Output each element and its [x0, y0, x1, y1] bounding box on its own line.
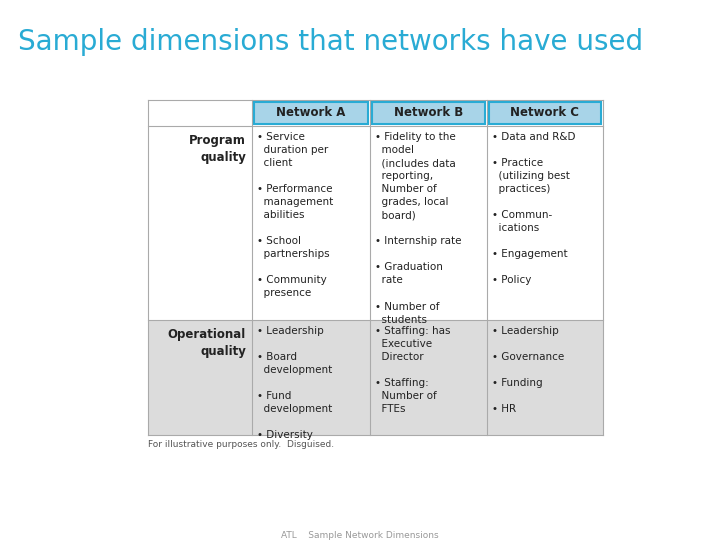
Bar	[489, 102, 601, 124]
Text: • Leadership

• Board
  development

• Fund
  development

• Diversity: • Leadership • Board development • Fund …	[257, 326, 332, 441]
Text: • Service
  duration per
  client

• Performance
  management
  abilities

• Sch: • Service duration per client • Performa…	[257, 132, 333, 299]
Text: Operational
quality: Operational quality	[168, 328, 246, 358]
Text: Network B: Network B	[394, 107, 463, 119]
Text: • Data and R&D

• Practice
  (utilizing best
  practices)

• Commun-
  ications
: • Data and R&D • Practice (utilizing bes…	[492, 132, 575, 285]
Text: Sample dimensions that networks have used: Sample dimensions that networks have use…	[18, 28, 643, 56]
Text: • Fidelity to the
  model
  (includes data
  reporting,
  Number of
  grades, lo: • Fidelity to the model (includes data r…	[375, 132, 462, 324]
Text: Program
quality: Program quality	[189, 134, 246, 163]
Text: • Staffing: has
  Executive
  Director

• Staffing:
  Number of
  FTEs: • Staffing: has Executive Director • Sta…	[375, 326, 451, 414]
Bar	[148, 320, 603, 435]
Text: For illustrative purposes only.  Disguised.: For illustrative purposes only. Disguise…	[148, 440, 334, 449]
Text: Network A: Network A	[276, 107, 346, 119]
Bar	[254, 102, 368, 124]
Bar	[372, 102, 485, 124]
Text: Network C: Network C	[510, 107, 580, 119]
Text: ATL    Sample Network Dimensions: ATL Sample Network Dimensions	[280, 531, 439, 540]
Text: • Leadership

• Governance

• Funding

• HR: • Leadership • Governance • Funding • HR	[492, 326, 564, 414]
